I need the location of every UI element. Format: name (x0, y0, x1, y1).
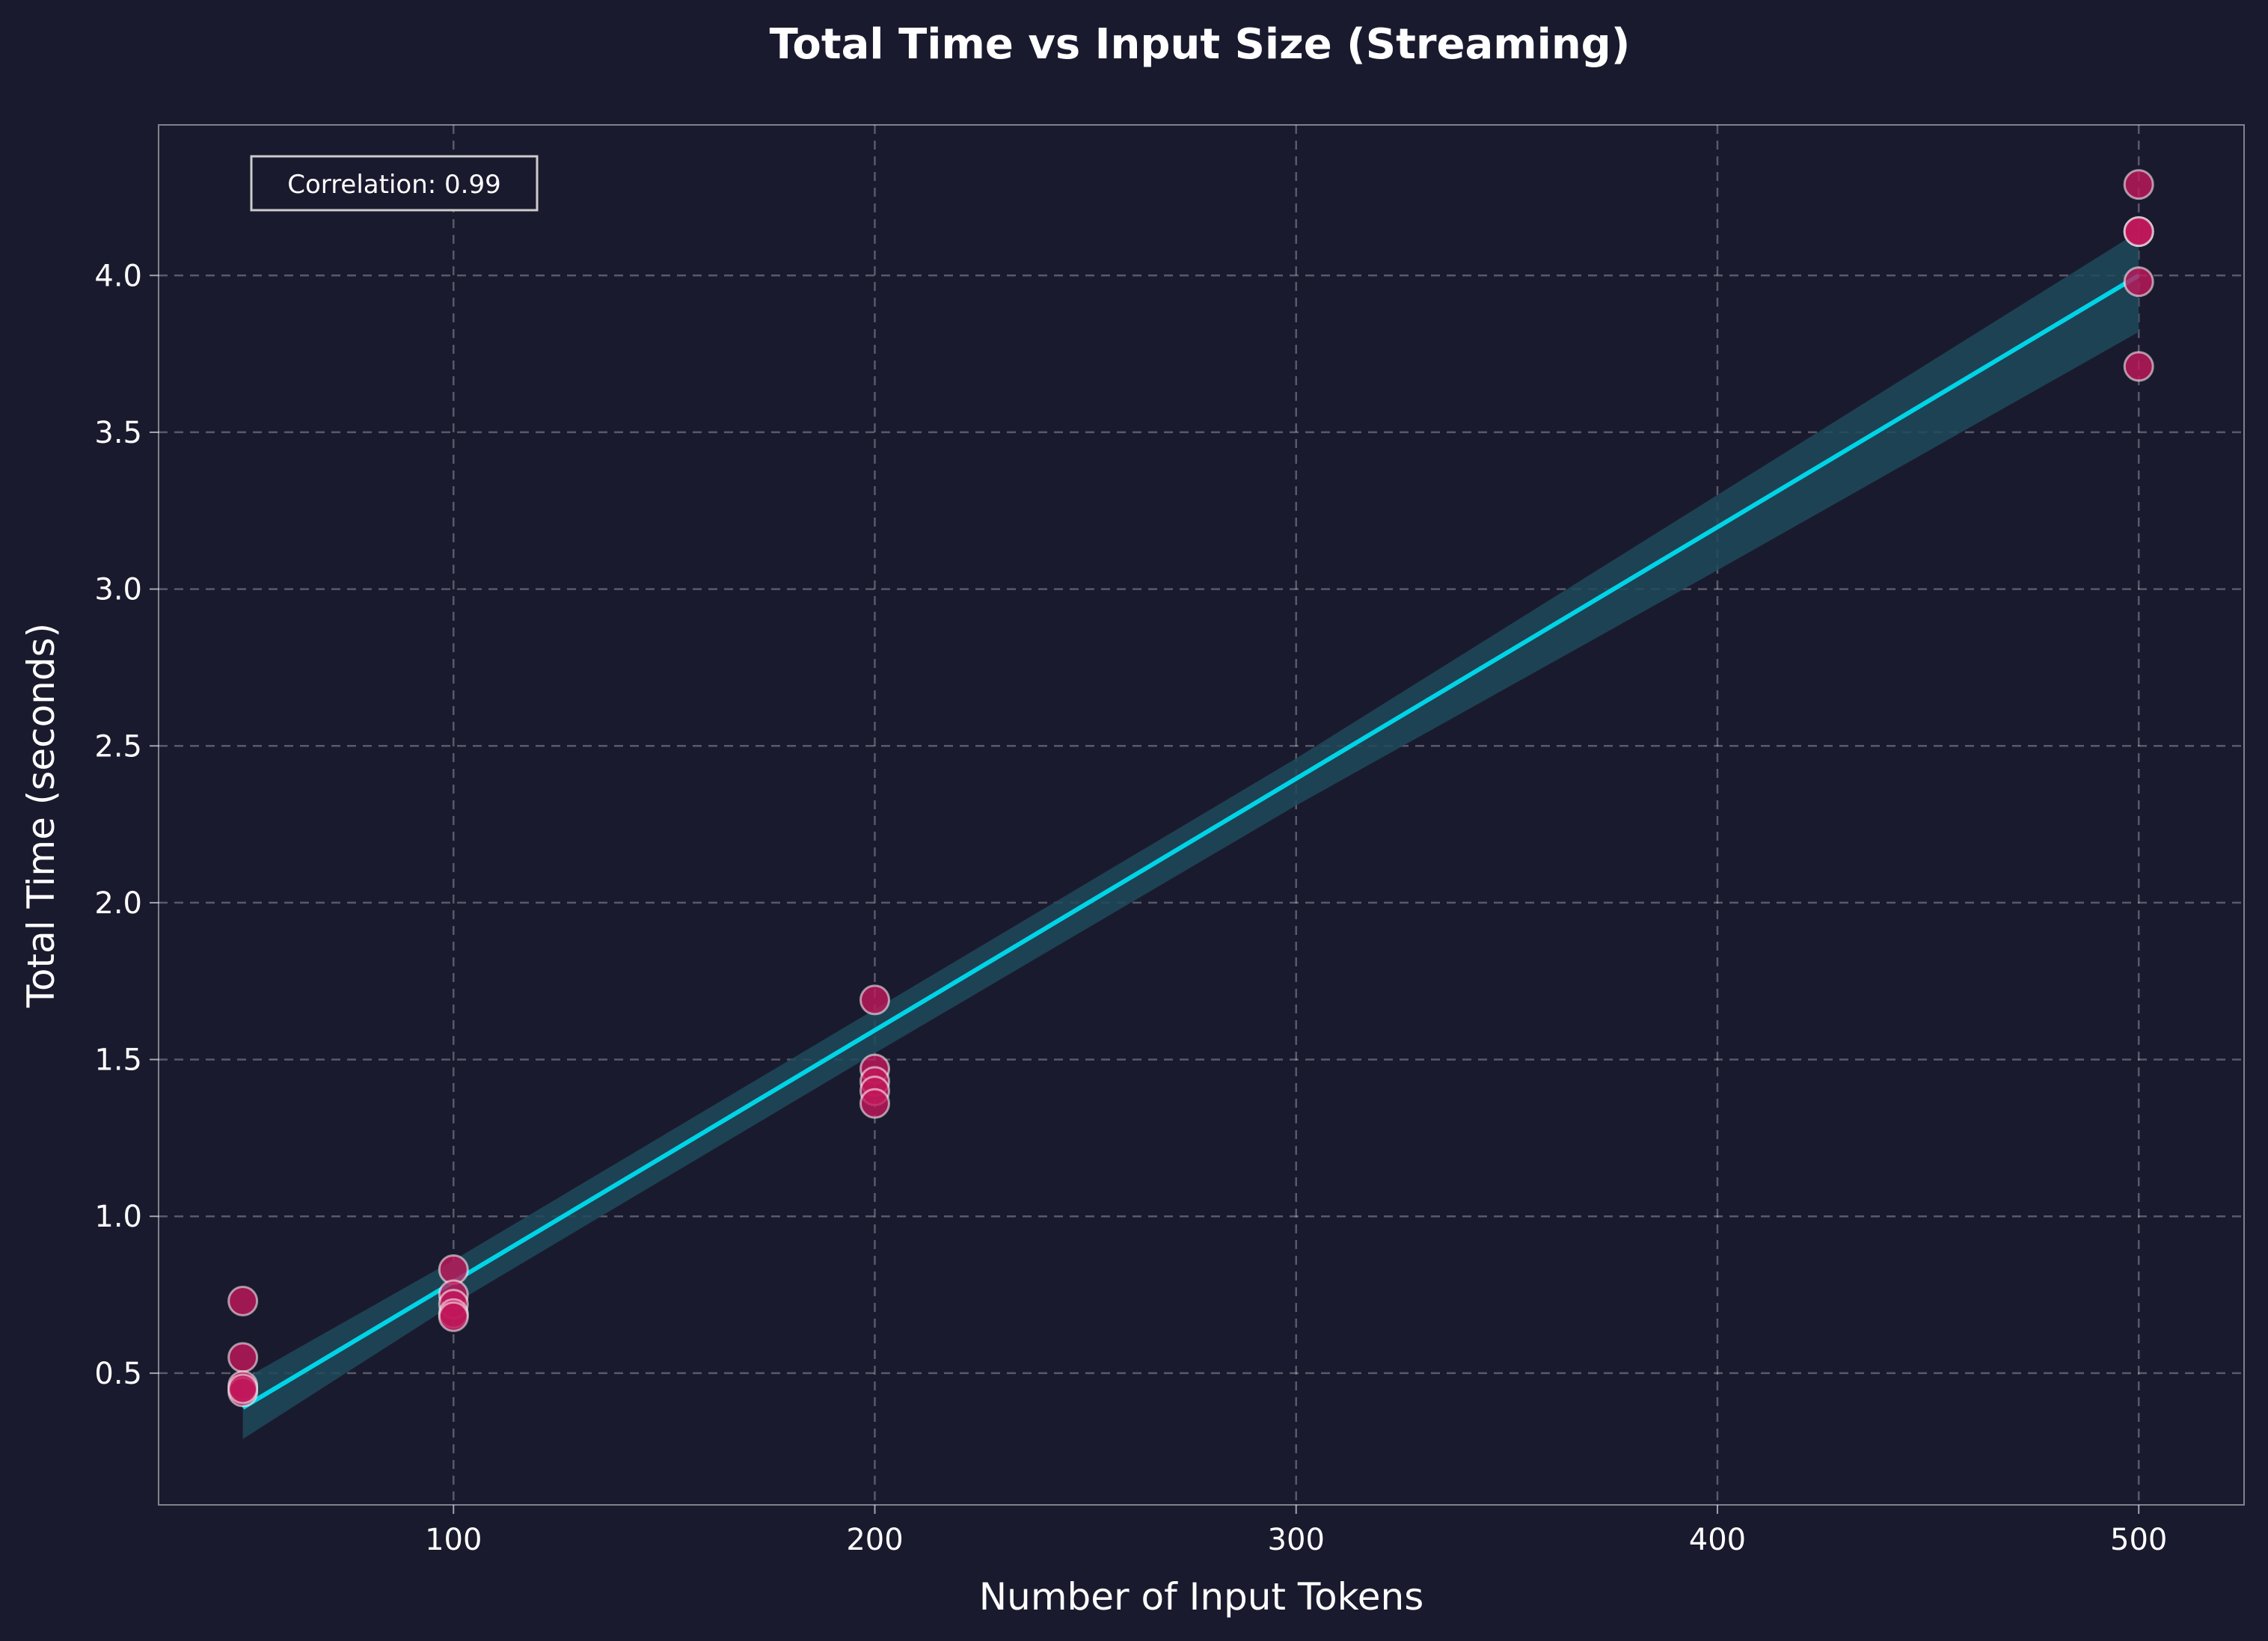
plot-area-border (158, 124, 2245, 1506)
data-point (227, 1342, 259, 1373)
y-tick-label: 0.5 (94, 1357, 142, 1391)
data-point (2123, 351, 2154, 382)
x-tick-label: 500 (2110, 1523, 2167, 1557)
x-tick-label: 400 (1689, 1523, 1746, 1557)
y-tick-label: 2.0 (94, 886, 142, 921)
confidence-band (242, 231, 2139, 1439)
x-tick-label: 200 (846, 1523, 903, 1557)
fit-line-layer (242, 273, 2140, 1410)
correlation-annotation: Correlation: 0.99 (250, 155, 539, 212)
data-point (859, 984, 890, 1016)
x-tick-label: 300 (1268, 1523, 1325, 1557)
correlation-text: Correlation: 0.99 (287, 170, 500, 200)
data-point (2123, 216, 2154, 248)
y-tick-label: 4.0 (94, 259, 142, 293)
data-point (859, 1088, 890, 1119)
y-tick-label: 2.5 (94, 729, 142, 764)
data-point (2123, 266, 2154, 298)
x-tick-label: 100 (425, 1523, 482, 1557)
correlation-box (250, 155, 539, 212)
grid-lines (159, 125, 2244, 1505)
chart-title: Total Time vs Input Size (Streaming) (770, 20, 1631, 69)
data-point (2123, 169, 2154, 200)
y-tick-label: 1.0 (94, 1200, 142, 1234)
y-axis-label: Total Time (seconds) (19, 623, 63, 1008)
x-axis-ticks: 100 200 300 400 500 (425, 1505, 2167, 1557)
regression-line (242, 273, 2140, 1410)
scatter-points-layer (227, 169, 2154, 1408)
x-axis-label: Number of Input Tokens (979, 1575, 1424, 1619)
confidence-band-layer (242, 231, 2139, 1439)
y-tick-label: 1.5 (94, 1043, 142, 1078)
data-point (227, 1373, 259, 1405)
y-axis-ticks: 0.5 1.0 1.5 2.0 2.5 3.0 3.5 4.0 (94, 259, 159, 1391)
data-point (438, 1301, 469, 1332)
y-tick-label: 3.0 (94, 573, 142, 607)
data-point (227, 1285, 259, 1316)
y-tick-label: 3.5 (94, 416, 142, 450)
